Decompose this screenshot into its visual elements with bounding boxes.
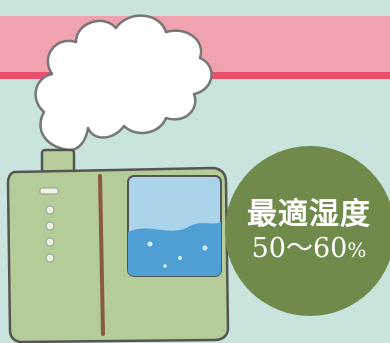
humidity-range: 50〜60 — [251, 232, 348, 264]
steam-cloud-icon — [34, 14, 213, 152]
badge-value-row: 50〜60% — [252, 232, 367, 267]
percent-unit: % — [347, 237, 367, 262]
optimal-humidity-badge: 最適湿度 50〜60% — [225, 146, 390, 316]
humidifier-icon — [6, 148, 230, 343]
badge-title: 最適湿度 — [247, 196, 371, 232]
